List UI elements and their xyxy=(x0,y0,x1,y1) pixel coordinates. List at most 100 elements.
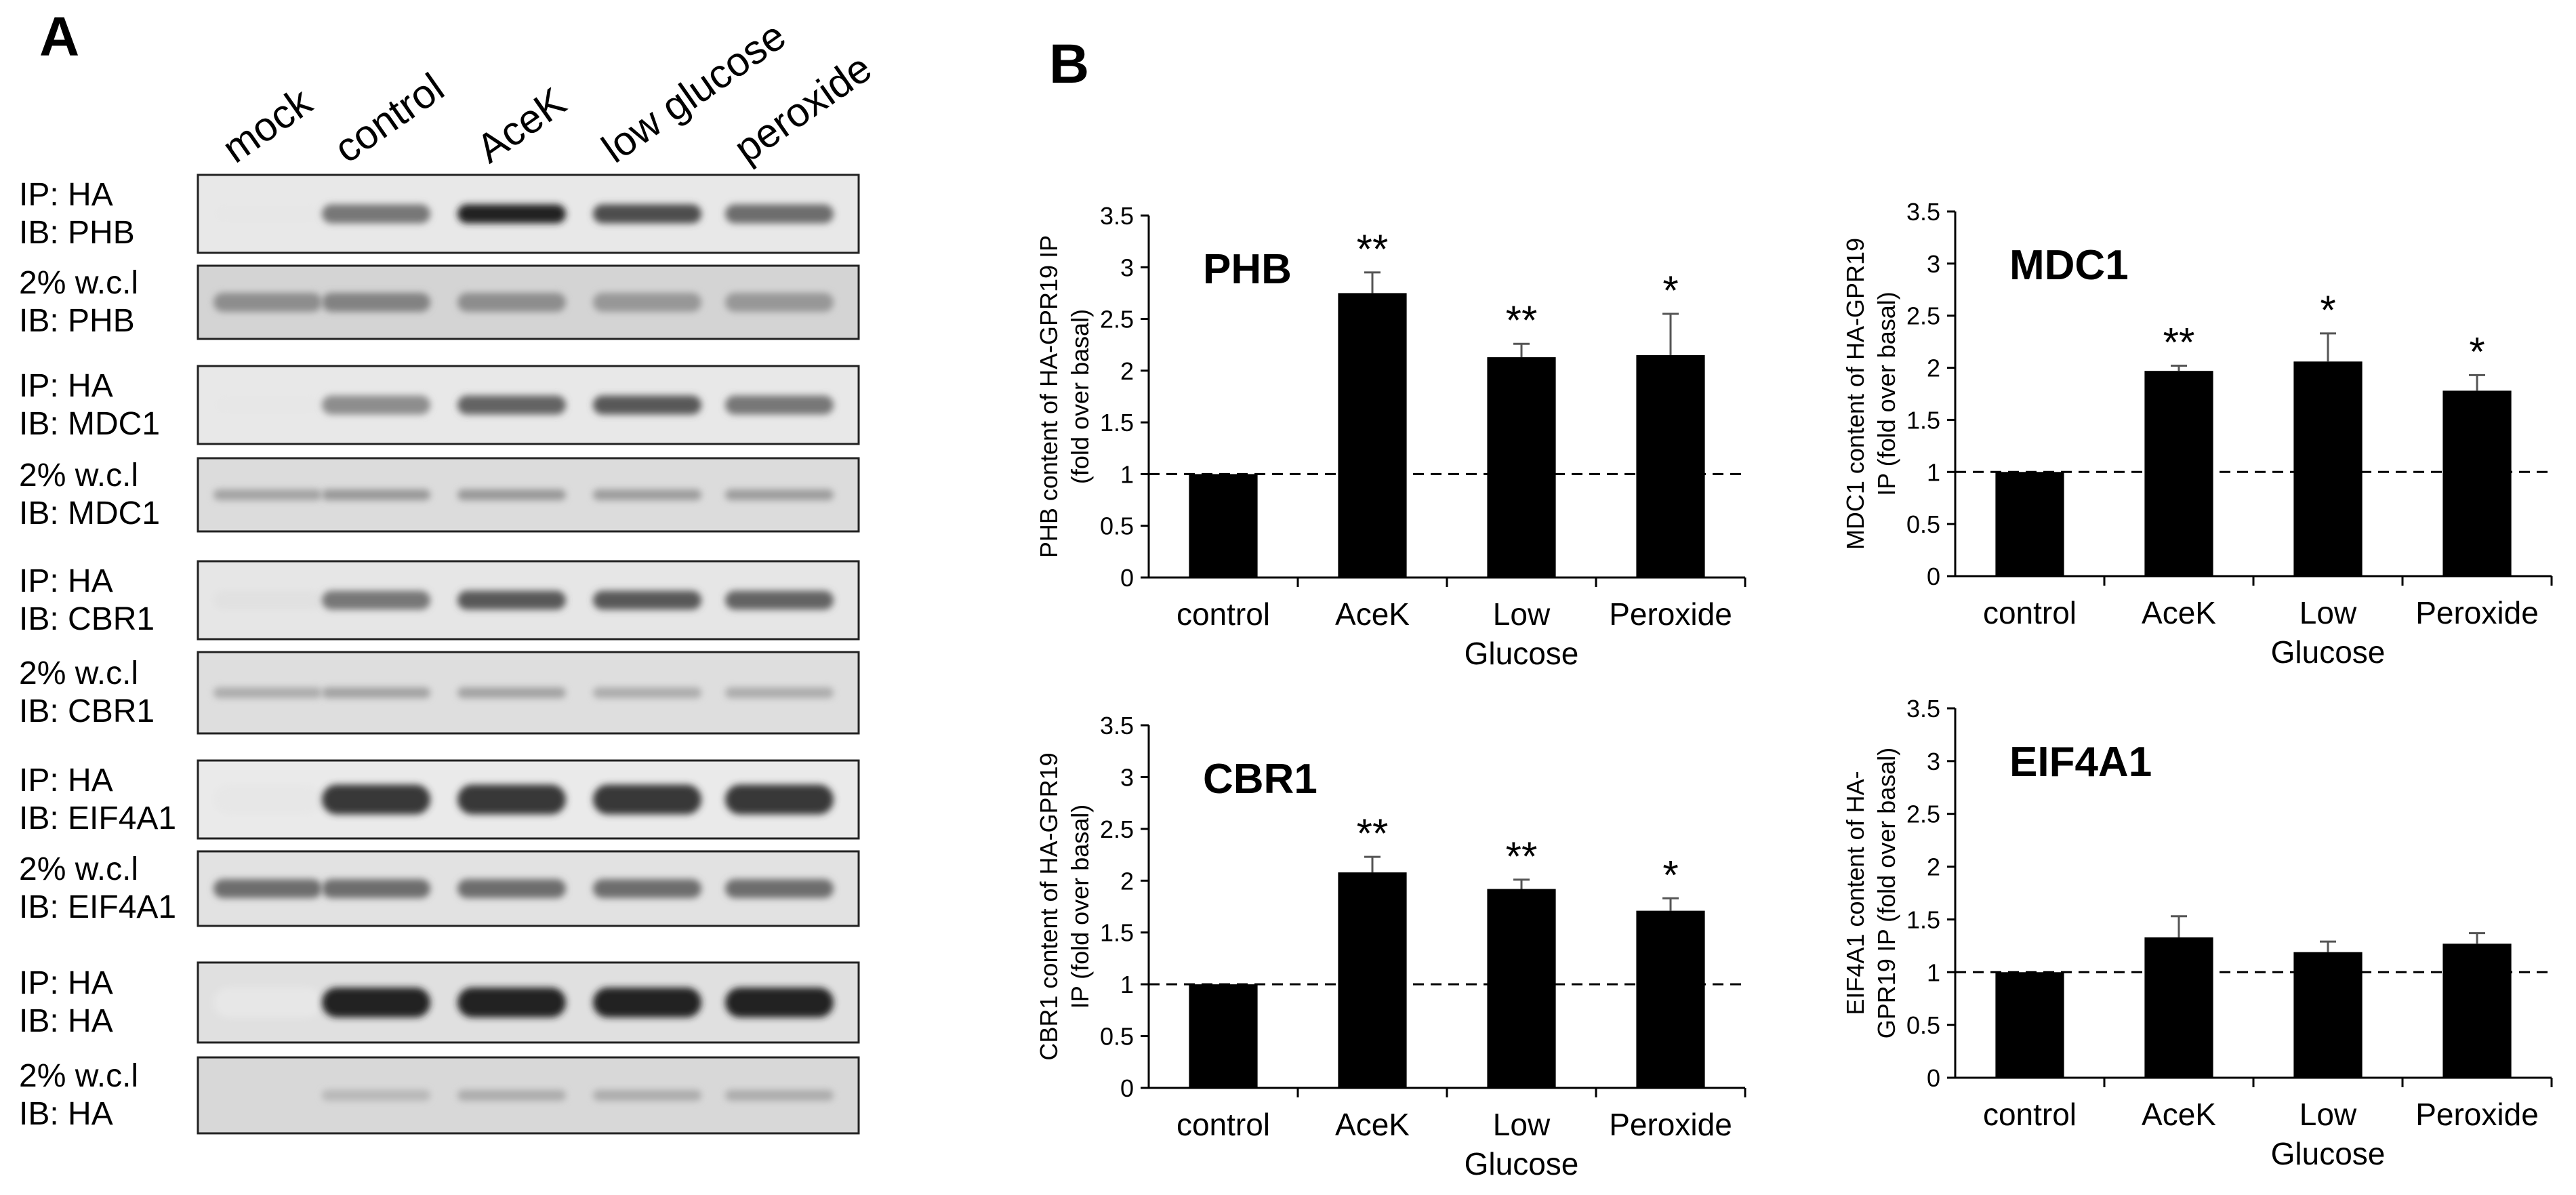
y-axis-label-line: EIF4A1 content of HA- xyxy=(1841,771,1869,1015)
blot-band xyxy=(322,395,430,415)
significance-marker: * xyxy=(1662,268,1678,313)
blot-band xyxy=(457,293,566,312)
x-tick-label: Low Glucose xyxy=(1465,596,1579,671)
blot-label-line1: 2% w.c.l xyxy=(19,851,139,887)
blot-band xyxy=(725,204,834,224)
y-axis-label-line: PHB content of HA-GPR19 IP xyxy=(1035,235,1063,558)
y-tick-label: 3.5 xyxy=(1906,695,1940,723)
blot-band xyxy=(213,489,322,500)
x-tick-label: Low Glucose xyxy=(2271,1097,2386,1171)
chart-eif4a1: 0 0.5 1 1.5 2 2.5 3 3.5 control AceK Low Glucose Per… xyxy=(1841,695,2553,1171)
blot-label-line1: IP: HA xyxy=(19,563,113,599)
bar xyxy=(1487,889,1556,1088)
x-tick-label-line: Glucose xyxy=(1465,636,1579,671)
bar xyxy=(1636,355,1705,578)
x-tick-label: Low Glucose xyxy=(2271,595,2386,670)
y-axis-label: EIF4A1 content of HA- GPR19 IP (fold over… xyxy=(1841,748,1900,1039)
blot-label-line1: 2% w.c.l xyxy=(19,265,139,301)
blot-band xyxy=(213,879,322,898)
chart-phb: 0 0.5 1 1.5 2 2.5 3 3.5 control ** AceK ** Low Glucos… xyxy=(1035,202,1746,671)
x-tick-label: AceK xyxy=(1335,596,1410,632)
blot-band xyxy=(213,204,322,224)
y-axis-label-line: CBR1 content of HA-GPR19 xyxy=(1035,752,1063,1060)
x-tick-label-line: Peroxide xyxy=(2415,595,2539,630)
blot-band xyxy=(457,988,566,1017)
y-tick-label: 2.5 xyxy=(1906,302,1940,330)
x-tick-label: AceK xyxy=(2142,1097,2216,1132)
blot-ip-mdc1 xyxy=(197,365,860,445)
blot-label: 2% w.c.l IB: PHB xyxy=(19,264,138,340)
x-tick-label-line: Low xyxy=(1493,596,1551,632)
blot-label: 2% w.c.l IB: CBR1 xyxy=(19,655,155,731)
x-tick-label: Peroxide xyxy=(2415,595,2539,630)
blot-band xyxy=(593,1090,701,1101)
chart-title: CBR1 xyxy=(1203,756,1317,803)
blot-label-line1: IP: HA xyxy=(19,176,113,213)
blot-band xyxy=(457,879,566,898)
significance-marker: ** xyxy=(1357,226,1389,272)
y-tick-label: 1 xyxy=(1120,460,1134,488)
y-axis-label: PHB content of HA-GPR19 IP (fold over bas… xyxy=(1035,235,1094,558)
blot-band xyxy=(213,293,322,312)
blot-band xyxy=(725,590,834,610)
x-tick-label-line: control xyxy=(1177,596,1270,632)
x-tick-label-line: AceK xyxy=(2142,595,2216,630)
y-tick-label: 0.5 xyxy=(1906,1011,1940,1039)
chart-title: EIF4A1 xyxy=(2009,739,2152,786)
blot-band xyxy=(593,687,701,698)
x-tick-label: control xyxy=(1983,1097,2077,1132)
y-axis-label-line: IP (fold over basal) xyxy=(1066,805,1094,1009)
blot-band xyxy=(593,489,701,500)
blot-label-line1: 2% w.c.l xyxy=(19,458,139,493)
y-tick-label: 1 xyxy=(1927,458,1940,486)
blot-ip-ha xyxy=(197,961,860,1044)
blot-label: 2% w.c.l IB: MDC1 xyxy=(19,457,160,533)
x-tick-label-line: Glucose xyxy=(1465,1146,1579,1181)
blot-wcl-cbr1 xyxy=(197,651,860,735)
blot-band xyxy=(593,590,701,610)
blot-band xyxy=(593,204,701,224)
y-tick-label: 2 xyxy=(1927,853,1940,881)
blot-ip-phb xyxy=(197,174,860,254)
blot-wcl-mdc1 xyxy=(197,457,860,533)
blot-band xyxy=(725,293,834,312)
y-axis-label-line: GPR19 IP (fold over basal) xyxy=(1873,748,1900,1039)
blot-label: IP: HA IB: CBR1 xyxy=(19,563,155,639)
bar xyxy=(1487,357,1556,578)
y-tick-label: 3 xyxy=(1927,250,1940,278)
blot-label-line1: IP: HA xyxy=(19,965,113,1001)
blot-band xyxy=(322,590,430,610)
blot-label-line2: IB: EIF4A1 xyxy=(19,889,177,925)
bar xyxy=(1995,472,2064,576)
blot-band xyxy=(213,784,322,815)
y-tick-label: 2 xyxy=(1120,357,1134,385)
x-tick-label-line: AceK xyxy=(1335,596,1410,632)
y-tick-label: 1.5 xyxy=(1100,409,1134,437)
x-tick-label-line: AceK xyxy=(2142,1097,2216,1132)
y-tick-label: 0.5 xyxy=(1100,512,1134,540)
x-tick-label: Peroxide xyxy=(2415,1097,2539,1132)
blot-band xyxy=(322,687,430,698)
significance-marker: ** xyxy=(1357,811,1389,856)
y-tick-label: 2.5 xyxy=(1100,306,1134,333)
blot-label-line2: IB: CBR1 xyxy=(19,693,155,729)
significance-marker: * xyxy=(1662,852,1678,897)
blot-band xyxy=(593,784,701,815)
significance-marker: ** xyxy=(1506,834,1538,879)
blot-band xyxy=(457,590,566,610)
y-tick-label: 0 xyxy=(1927,1064,1940,1092)
y-tick-label: 3.5 xyxy=(1906,198,1940,226)
y-tick-label: 3 xyxy=(1927,748,1940,775)
bar xyxy=(2293,952,2363,1078)
x-tick-label-line: Peroxide xyxy=(1609,596,1732,632)
blot-band xyxy=(593,988,701,1017)
blot-band xyxy=(593,879,701,898)
blot-label-line1: IP: HA xyxy=(19,762,113,798)
bar xyxy=(1338,293,1407,578)
y-tick-label: 1.5 xyxy=(1100,919,1134,947)
y-axis-label-line: (fold over basal) xyxy=(1066,309,1094,484)
y-tick-label: 2.5 xyxy=(1100,815,1134,843)
y-tick-label: 1.5 xyxy=(1906,906,1940,933)
blot-wcl-eif4a1 xyxy=(197,850,860,927)
blot-band xyxy=(213,590,322,610)
